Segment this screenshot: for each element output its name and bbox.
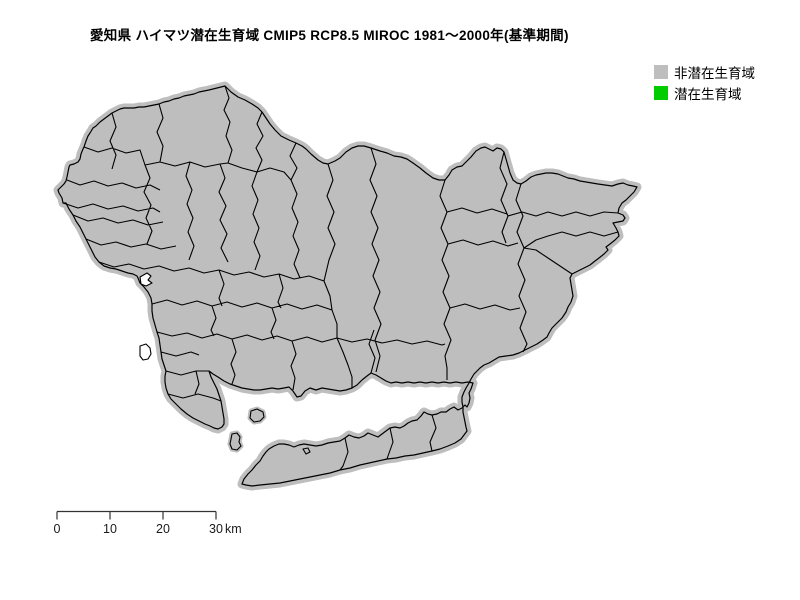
legend: 非潜在生育域 潜在生育域	[654, 61, 755, 103]
habitat-color-square	[654, 85, 668, 100]
legend-item-non-habitat: 非潜在生育域	[654, 61, 755, 82]
scale-bar: 0 10 20 30 km	[54, 510, 242, 536]
non-habitat-color-square	[654, 64, 668, 79]
legend-label-habitat: 潜在生育域	[674, 86, 742, 102]
bay-islands	[229, 408, 311, 455]
legend-item-habitat: 潜在生育域	[654, 82, 755, 103]
scale-unit-label: km	[225, 522, 242, 536]
reclaimed-land-outline	[139, 272, 153, 361]
municipal-boundaries	[62, 85, 619, 471]
page-title: 愛知県 ハイマツ潜在生育域 CMIP5 RCP8.5 MIROC 1981〜20…	[90, 28, 569, 43]
legend-swatch-non-habitat	[654, 64, 668, 79]
scale-tick-label-10: 10	[103, 522, 117, 536]
scale-tick-label-20: 20	[156, 522, 170, 536]
legend-swatch-habitat	[654, 85, 668, 100]
scale-tick-label-0: 0	[54, 522, 61, 536]
scale-tick-label-30: 30	[209, 522, 223, 536]
legend-label-non-habitat: 非潜在生育域	[674, 65, 755, 81]
prefecture-outline	[57, 85, 638, 487]
scale-bar-line	[56, 510, 217, 520]
